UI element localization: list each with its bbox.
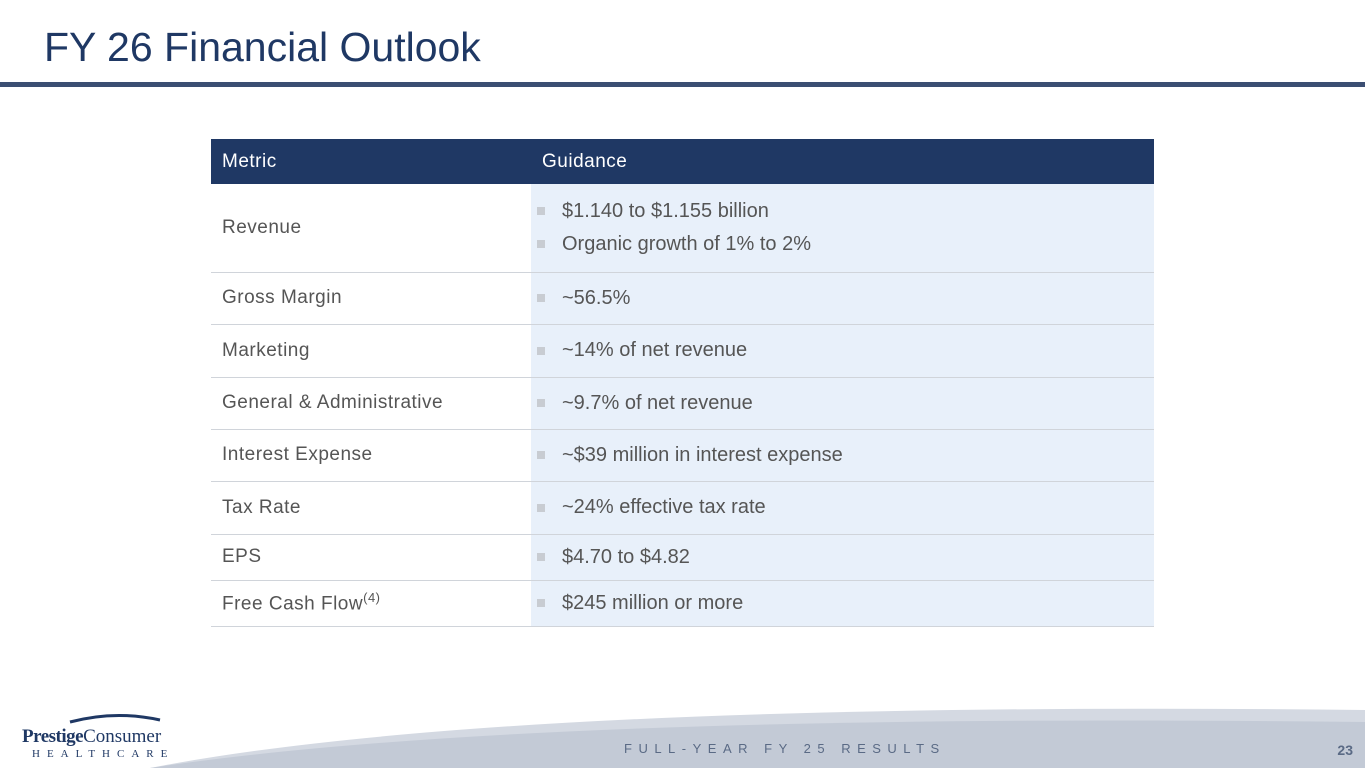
- metric: General & Administrative: [222, 392, 444, 413]
- metric: EPS: [222, 546, 262, 567]
- metric: Marketing: [222, 339, 310, 361]
- guidance-cell: $4.70 to $4.82: [531, 534, 1154, 581]
- guidance-bullet: ~9.7% of net revenue: [537, 392, 1154, 415]
- table-row: Gross Margin ~56.5%: [211, 272, 1154, 325]
- page-number: 23: [1337, 742, 1353, 758]
- logo-brand: Prestige: [22, 726, 84, 747]
- guidance-cell: ~56.5%: [531, 272, 1154, 325]
- metric: Gross Margin: [222, 287, 343, 308]
- table-row: Free Cash Flow(4) $245 million or more: [211, 580, 1154, 627]
- guidance-cell: ~14% of net revenue: [531, 324, 1154, 378]
- metric-cell: Interest Expense: [211, 429, 531, 482]
- guidance-cell: ~$39 million in interest expense: [531, 429, 1154, 482]
- metric-cell: Revenue: [211, 184, 531, 273]
- guidance-bullet: $1.140 to $1.155 billion: [537, 200, 1154, 223]
- metric: Revenue: [222, 216, 302, 238]
- table-row: Marketing ~14% of net revenue: [211, 324, 1154, 378]
- guidance-bullet: Organic growth of 1% to 2%: [537, 233, 1154, 256]
- table-row: EPS $4.70 to $4.82: [211, 534, 1154, 581]
- column-header: Guidance: [531, 139, 1154, 184]
- metric-cell: Gross Margin: [211, 272, 531, 325]
- footnote-ref: (4): [363, 590, 381, 606]
- guidance-cell: $245 million or more: [531, 580, 1154, 627]
- metric: Tax Rate: [222, 496, 301, 518]
- metric-cell: General & Administrative: [211, 377, 531, 430]
- metric: Free Cash Flow: [222, 593, 364, 615]
- table-row: Interest Expense ~$39 million in interest…: [211, 429, 1154, 482]
- guidance-bullet: ~$39 million in interest expense: [537, 444, 1154, 467]
- logo: PrestigeConsumer HEALTHCARE: [22, 726, 174, 760]
- title-rule: [0, 82, 1365, 87]
- logo-tagline: HEALTHCARE: [32, 748, 175, 760]
- metric-cell: EPS: [211, 534, 531, 581]
- table-row: General & Administrative ~9.7% of net rev…: [211, 377, 1154, 430]
- metric: Interest Expense: [222, 444, 373, 465]
- metric-cell: Tax Rate: [211, 481, 531, 535]
- metric-cell: Free Cash Flow(4): [211, 580, 531, 627]
- guidance-cell: ~9.7% of net revenue: [531, 377, 1154, 430]
- footer-band: [69, 708, 1365, 768]
- guidance-bullet: ~24% effective tax rate: [537, 496, 1154, 519]
- footer-text: FULL-YEAR FY 25 RESULTS: [624, 741, 946, 756]
- column-header: Metric: [211, 139, 531, 184]
- logo-brand: Consumer: [83, 726, 162, 747]
- guidance-bullet: $245 million or more: [537, 592, 1154, 615]
- guidance-cell: ~24% effective tax rate: [531, 481, 1154, 535]
- guidance-bullet: $4.70 to $4.82: [537, 546, 1154, 569]
- header-row: Metric Guidance: [211, 139, 1154, 184]
- table-row: Revenue $1.140 to $1.155 billion Organic g…: [211, 184, 1154, 273]
- guidance-cell: $1.140 to $1.155 billion Organic growth o…: [531, 184, 1154, 273]
- title: FY 26 Financial Outlook: [44, 24, 481, 70]
- outlook-table: Metric Guidance Revenue $1.140 to $1.155 …: [211, 139, 1154, 627]
- table-row: Tax Rate ~24% effective tax rate: [211, 481, 1154, 535]
- metric-cell: Marketing: [211, 324, 531, 378]
- guidance-bullet: ~14% of net revenue: [537, 339, 1154, 362]
- guidance-bullet: ~56.5%: [537, 287, 1154, 310]
